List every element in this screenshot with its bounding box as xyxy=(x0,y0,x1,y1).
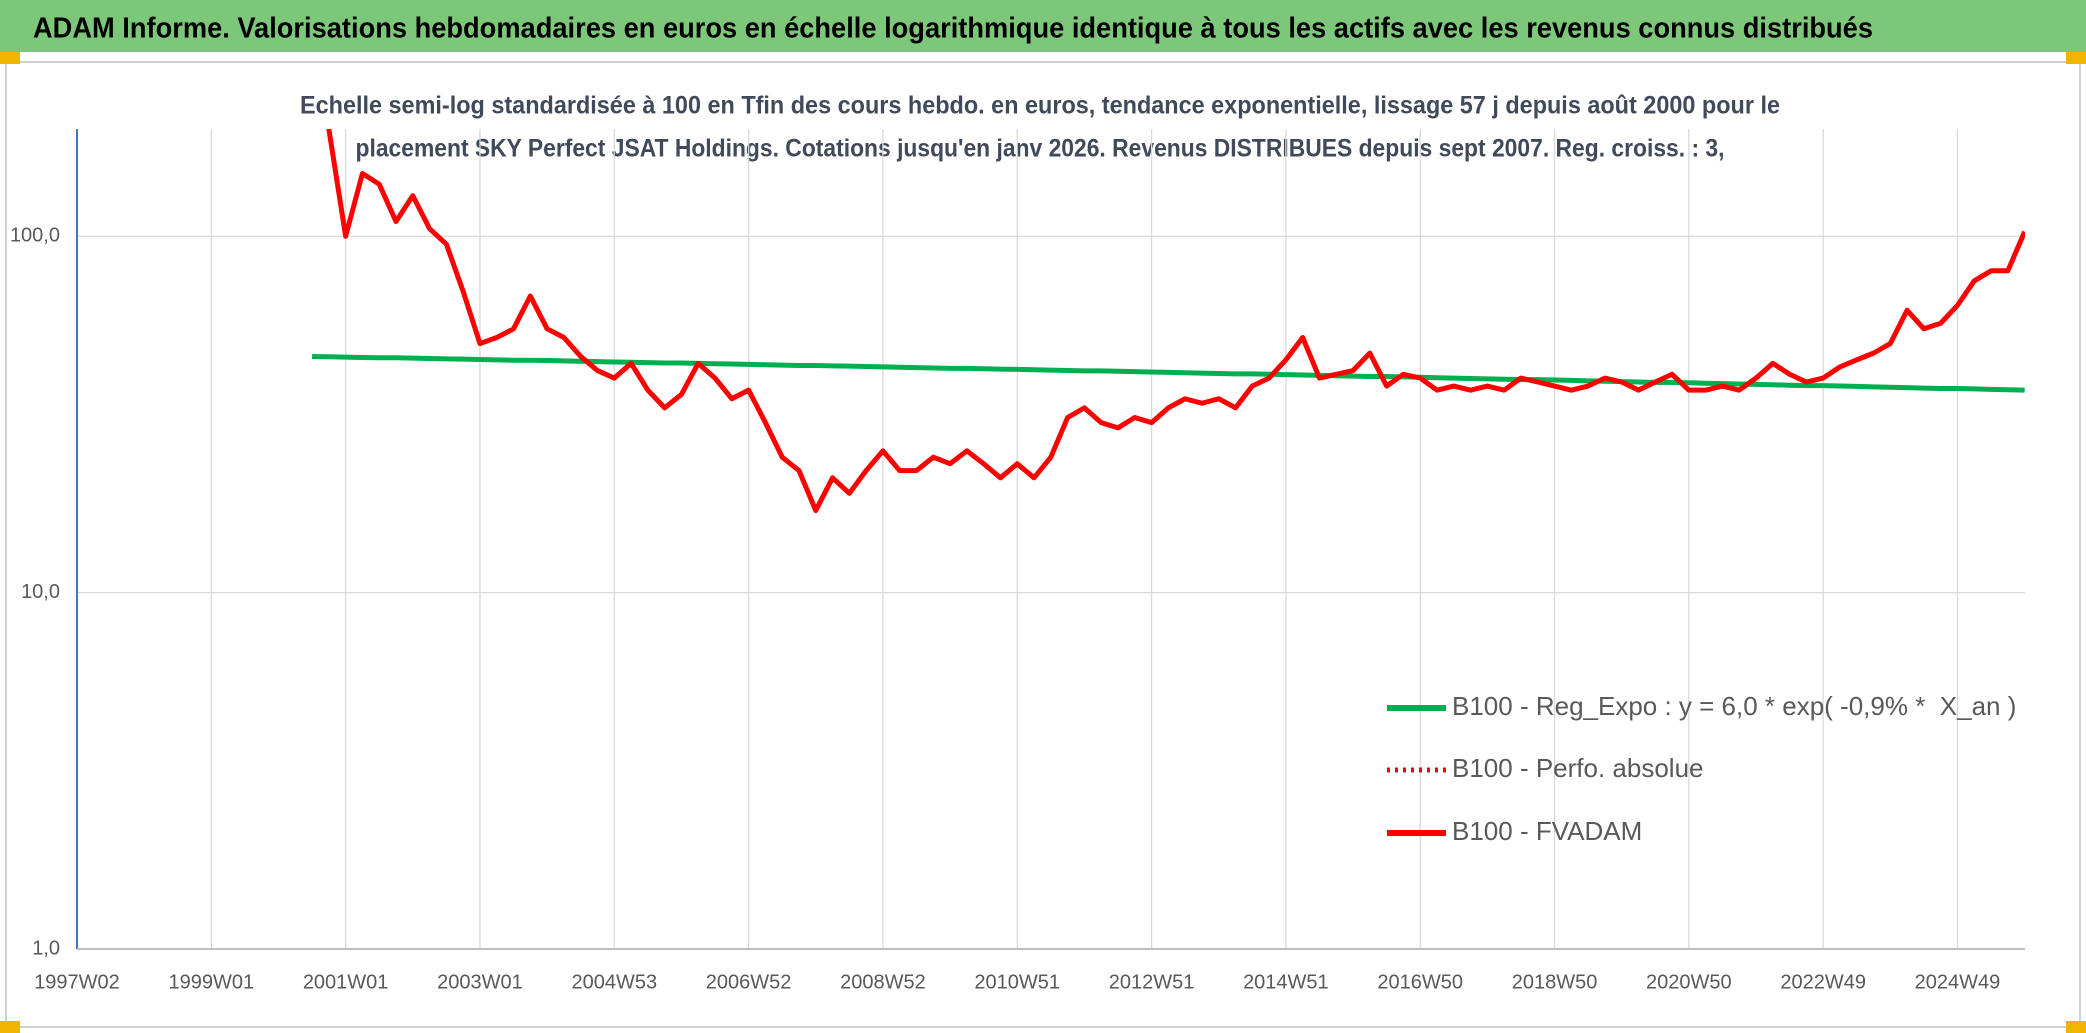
chart-subtitle: placement SKY Perfect JSAT Holdings. Cot… xyxy=(356,135,1725,163)
series-line xyxy=(312,353,2025,393)
x-tick-label: 2008W52 xyxy=(840,971,926,993)
frame-fill xyxy=(0,52,2086,1033)
x-tick-label: 2006W52 xyxy=(706,971,792,993)
corner xyxy=(0,52,20,64)
x-tick-label: 2024W49 xyxy=(1915,971,2001,993)
legend-label: B100 - FVADAM xyxy=(1452,816,1642,846)
y-tick-label: 100,0 xyxy=(10,225,60,247)
y-tick-label: 1,0 xyxy=(32,937,60,959)
x-tick-label: 2022W49 xyxy=(1780,971,1866,993)
x-tick-label: 2004W53 xyxy=(571,971,657,993)
x-tick-label: 2018W50 xyxy=(1512,971,1598,993)
x-tick-label: 2020W50 xyxy=(1646,971,1732,993)
x-tick-label: 2001W01 xyxy=(303,971,389,993)
series-line xyxy=(326,129,2025,514)
legend-label: B100 - Perfo. absolue xyxy=(1452,753,1704,783)
chart-subtitle: Echelle semi-log standardisée à 100 en T… xyxy=(300,92,1780,120)
corner xyxy=(2066,1021,2086,1033)
legend-label: B100 - Reg_Expo : y = 6,0 * exp( -0,9% *… xyxy=(1452,691,2016,721)
x-tick-label: 2012W51 xyxy=(1109,971,1195,993)
x-tick-label: 2003W01 xyxy=(437,971,523,993)
x-tick-label: 2014W51 xyxy=(1243,971,1329,993)
page-title: ADAM Informe. Valorisations hebdomadaire… xyxy=(33,13,1873,45)
x-tick-label: 2010W51 xyxy=(974,971,1060,993)
y-tick-label: 10,0 xyxy=(21,581,60,603)
frame xyxy=(5,61,2081,1028)
x-tick-label: 1999W01 xyxy=(169,971,255,993)
x-tick-label: 1997W02 xyxy=(34,971,120,993)
x-tick-label: 2016W50 xyxy=(1377,971,1463,993)
corner xyxy=(0,1021,20,1033)
corner xyxy=(2066,52,2086,64)
